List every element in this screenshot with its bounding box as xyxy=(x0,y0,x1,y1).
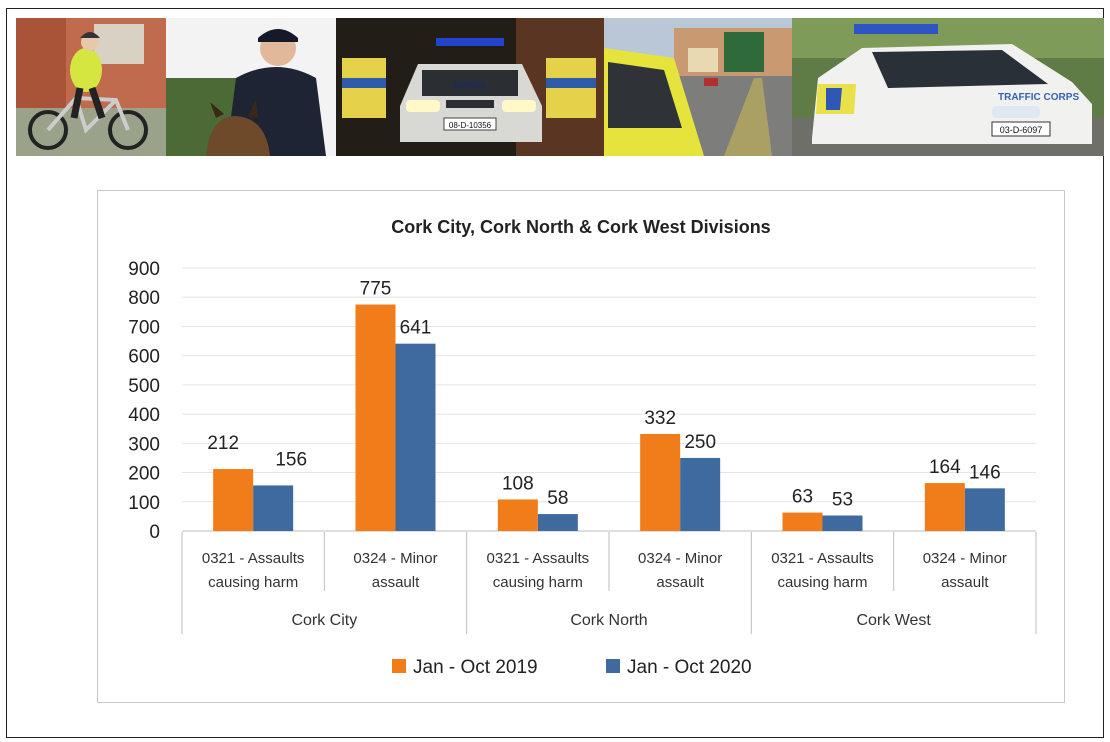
category-label: 0321 - Assaults xyxy=(202,550,305,567)
legend-label: Jan - Oct 2020 xyxy=(627,657,752,678)
legend: Jan - Oct 2019 Jan - Oct 2020 xyxy=(392,657,752,678)
data-label: 58 xyxy=(547,488,568,509)
bar-2019 xyxy=(782,512,823,531)
category-label: 0324 - Minor xyxy=(923,550,1007,567)
car-plate-traffic: 03-D-6097 xyxy=(1000,125,1043,135)
bar-2020 xyxy=(680,457,721,531)
data-label: 108 xyxy=(502,473,534,494)
bar-2019 xyxy=(640,433,681,531)
bar-2020 xyxy=(395,343,436,531)
y-tick-label: 100 xyxy=(128,493,160,514)
y-tick-label: 600 xyxy=(128,347,160,368)
category-label: causing harm xyxy=(493,574,583,591)
category-label: 0321 - Assaults xyxy=(487,550,590,567)
garda-car-night-photo: GARDA 08-D-10356 xyxy=(336,18,604,156)
bar-2019 xyxy=(924,483,965,531)
data-label: 63 xyxy=(792,487,813,508)
data-label: 146 xyxy=(969,462,1001,483)
car-plate-night: 08-D-10356 xyxy=(449,121,492,130)
category-label: causing harm xyxy=(208,574,298,591)
y-axis-ticks: 0 100 200 300 400 500 600 700 800 900 xyxy=(128,259,160,543)
category-label: assault xyxy=(941,574,989,591)
data-label: 212 xyxy=(207,433,239,454)
data-label: 164 xyxy=(929,457,961,478)
y-tick-label: 0 xyxy=(149,522,160,543)
gridlines xyxy=(182,267,1036,532)
group-label: Cork West xyxy=(856,612,931,629)
legend-swatch xyxy=(606,659,620,673)
bar-2020 xyxy=(964,488,1005,531)
bar-2020 xyxy=(253,485,294,531)
bar-2019 xyxy=(213,469,254,531)
y-tick-label: 400 xyxy=(128,405,160,426)
street-car-photo xyxy=(604,18,792,156)
bar-2019 xyxy=(497,499,538,531)
group-label: Cork City xyxy=(291,612,357,629)
y-tick-label: 200 xyxy=(128,464,160,485)
photo-banner: GARDA 08-D-10356 xyxy=(16,18,1104,156)
category-label: assault xyxy=(656,574,704,591)
y-tick-label: 800 xyxy=(128,288,160,309)
legend-swatch xyxy=(392,659,406,673)
bars xyxy=(213,304,1005,531)
data-label: 775 xyxy=(360,279,392,300)
traffic-corps-car-photo: TRAFFIC CORPS 03-D-6097 xyxy=(792,18,1104,156)
data-label: 332 xyxy=(644,408,676,429)
bar-2019 xyxy=(355,304,396,531)
y-tick-label: 700 xyxy=(128,317,160,338)
category-label: 0324 - Minor xyxy=(353,550,437,567)
dog-unit-photo xyxy=(166,18,336,156)
bar-chart: Cork City, Cork North & Cork West Divisi… xyxy=(128,217,1037,678)
traffic-corps-text: TRAFFIC CORPS xyxy=(998,92,1079,103)
y-tick-label: 500 xyxy=(128,376,160,397)
car-badge-text: GARDA xyxy=(454,80,487,90)
data-labels: 212 156 775 641 108 58 332 250 63 53 164 146 xyxy=(207,279,1000,511)
chart-title: Cork City, Cork North & Cork West Divisi… xyxy=(391,217,770,237)
data-label: 156 xyxy=(275,449,307,470)
group-label: Cork North xyxy=(570,612,647,629)
data-label: 641 xyxy=(400,318,432,339)
category-axis: 0321 - Assaults causing harm 0324 - Minor a… xyxy=(181,532,1037,634)
category-label: 0321 - Assaults xyxy=(771,550,874,567)
data-label: 53 xyxy=(832,490,853,511)
data-label: 250 xyxy=(684,432,716,453)
bicycle-officer-photo xyxy=(16,18,166,156)
legend-label: Jan - Oct 2019 xyxy=(413,657,538,678)
y-tick-label: 900 xyxy=(128,259,160,280)
chart-container: Cork City, Cork North & Cork West Divisi… xyxy=(97,190,1065,703)
bar-2020 xyxy=(537,514,578,531)
y-tick-label: 300 xyxy=(128,434,160,455)
category-label: causing harm xyxy=(777,574,867,591)
bar-2020 xyxy=(822,515,863,531)
category-label: 0324 - Minor xyxy=(638,550,722,567)
category-label: assault xyxy=(372,574,420,591)
